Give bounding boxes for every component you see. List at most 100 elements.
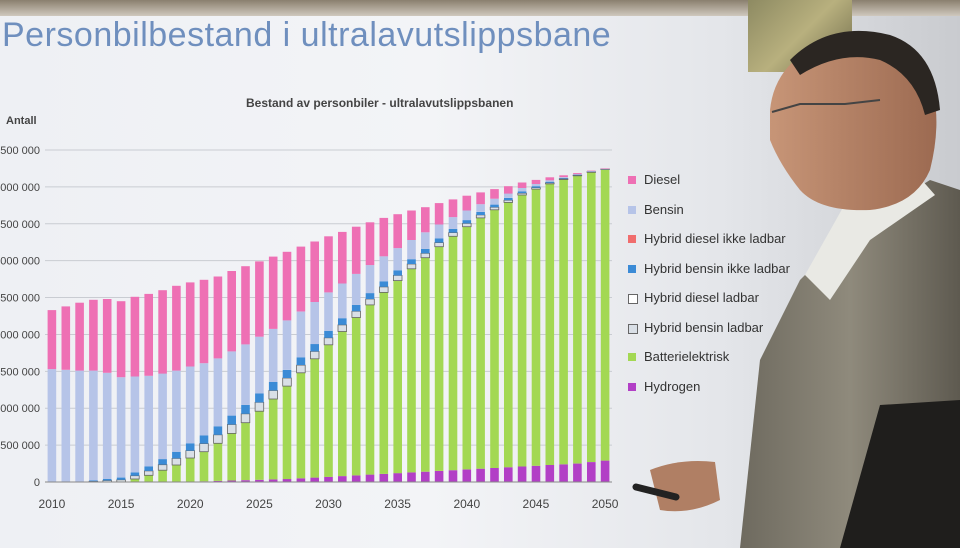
bar-segment bbox=[600, 168, 610, 169]
y-tick-label: 3 000 000 bbox=[0, 256, 40, 268]
legend-label: Bensin bbox=[644, 201, 684, 217]
x-tick-label: 2025 bbox=[246, 497, 273, 511]
bar-segment bbox=[559, 178, 568, 179]
bar-segment bbox=[462, 210, 472, 221]
legend-item: Diesel bbox=[628, 172, 828, 202]
bar-segment bbox=[531, 179, 541, 184]
legend-item: Hybrid bensin ikke ladbar bbox=[628, 261, 828, 291]
y-tick-label: 3 500 000 bbox=[0, 219, 40, 231]
bar-segment bbox=[365, 265, 375, 294]
bar-segment bbox=[531, 465, 541, 482]
bar-segment bbox=[255, 336, 264, 394]
bar-segment bbox=[268, 382, 278, 391]
legend-label: Hydrogen bbox=[644, 378, 701, 394]
bar-segment bbox=[517, 191, 527, 194]
bar-segment bbox=[531, 186, 541, 188]
bar-segment bbox=[255, 393, 264, 403]
y-tick-label: 4 000 000 bbox=[0, 182, 40, 194]
x-tick-label: 2035 bbox=[384, 497, 411, 511]
bar-segment bbox=[393, 248, 402, 271]
bar-segment bbox=[296, 372, 306, 479]
bar-segment bbox=[158, 290, 167, 374]
bar-segment bbox=[448, 199, 458, 218]
bar-segment bbox=[324, 236, 333, 293]
bar-segment bbox=[268, 479, 278, 482]
bar-segment bbox=[351, 226, 361, 274]
bar-segment bbox=[504, 198, 513, 201]
y-axis-label: Antall bbox=[6, 115, 37, 127]
bar-segment bbox=[476, 468, 485, 482]
bar-segment bbox=[158, 470, 167, 482]
bar-segment bbox=[227, 415, 236, 425]
bar-segment bbox=[213, 443, 223, 481]
bar-segment bbox=[545, 183, 555, 465]
bar-segment bbox=[185, 282, 195, 367]
bar-segment bbox=[407, 268, 416, 473]
legend-swatch bbox=[628, 235, 636, 243]
bar-segment bbox=[600, 460, 610, 482]
bar-segment bbox=[144, 475, 153, 482]
bar-segment bbox=[517, 195, 527, 467]
bar-segment bbox=[448, 470, 458, 482]
y-tick-label: 1 500 000 bbox=[0, 366, 40, 378]
bar-segment bbox=[296, 364, 306, 374]
bar-segment bbox=[531, 183, 541, 187]
bar-segment bbox=[282, 251, 292, 321]
legend-item: Bensin bbox=[628, 202, 828, 232]
bar-segment bbox=[130, 296, 140, 377]
bar-segment bbox=[421, 232, 430, 249]
bar-segment bbox=[545, 181, 555, 183]
bar-segment bbox=[573, 174, 582, 175]
bar-segment bbox=[407, 210, 416, 240]
bar-segment bbox=[448, 217, 458, 229]
bar-segment bbox=[490, 468, 499, 482]
bar-segment bbox=[531, 189, 541, 466]
y-tick-label: 2 500 000 bbox=[0, 293, 40, 305]
bar-segment bbox=[351, 304, 361, 312]
bar-segment bbox=[172, 370, 181, 452]
bar-segment bbox=[365, 222, 375, 266]
bar-segment bbox=[310, 302, 319, 345]
bar-segment bbox=[587, 170, 596, 172]
bar-segment bbox=[324, 476, 333, 482]
bar-segment bbox=[102, 299, 112, 373]
bar-segment bbox=[310, 477, 319, 482]
bar-segment bbox=[365, 304, 375, 475]
bar-segment bbox=[517, 192, 527, 196]
bar-segment bbox=[338, 318, 347, 325]
bar-segment bbox=[130, 479, 140, 482]
bar-segment bbox=[310, 241, 319, 302]
bar-segment bbox=[379, 217, 389, 257]
bar-segment bbox=[172, 465, 181, 482]
bar-segment bbox=[144, 375, 153, 467]
bar-segment bbox=[587, 172, 596, 462]
legend-swatch bbox=[628, 205, 636, 214]
bar-segment bbox=[545, 177, 555, 181]
bar-segment bbox=[282, 369, 292, 378]
bar-segment bbox=[338, 283, 347, 319]
bar-segment bbox=[61, 306, 71, 370]
bar-segment bbox=[420, 252, 431, 259]
x-tick-label: 2040 bbox=[453, 497, 480, 511]
bar-segment bbox=[102, 479, 112, 481]
bar-segment bbox=[75, 370, 84, 482]
bar-segment bbox=[490, 209, 499, 469]
bar-segment bbox=[490, 204, 499, 208]
bar-segment bbox=[407, 240, 416, 260]
legend-label: Hybrid diesel ladbar bbox=[644, 290, 759, 305]
bar-segment bbox=[545, 180, 555, 182]
y-tick-label: 2 000 000 bbox=[0, 329, 40, 341]
bar-segment bbox=[282, 320, 292, 370]
bar-segment bbox=[434, 470, 444, 482]
legend-item: Hybrid diesel ikke ladbar bbox=[628, 231, 828, 261]
legend-label: Hybrid bensin ladbar bbox=[644, 319, 764, 335]
bar-segment bbox=[517, 188, 527, 192]
bar-segment bbox=[199, 363, 209, 436]
chart-title: Bestand av personbiler - ultralavutslipp… bbox=[246, 96, 514, 110]
bar-segment bbox=[310, 344, 319, 352]
bar-segment bbox=[476, 204, 485, 212]
bar-segment bbox=[268, 399, 278, 480]
bar-segment bbox=[448, 236, 458, 471]
bar-segment bbox=[255, 479, 264, 482]
